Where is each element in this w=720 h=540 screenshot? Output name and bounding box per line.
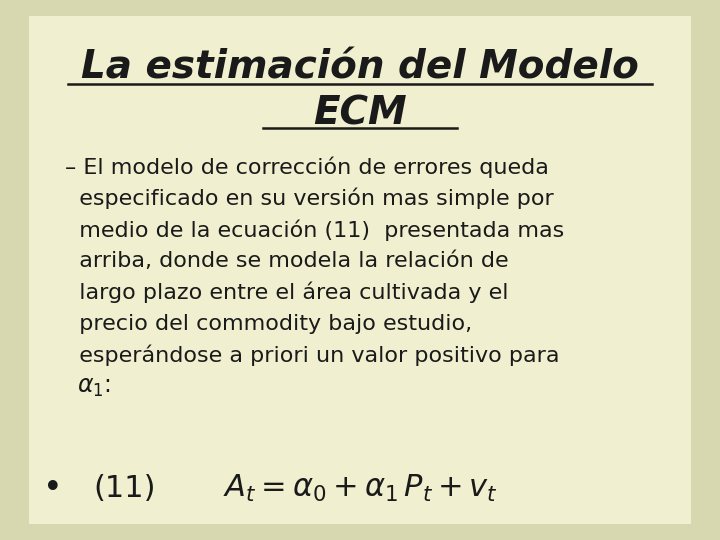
Text: ECM: ECM bbox=[313, 94, 407, 132]
Text: esperándose a priori un valor positivo para: esperándose a priori un valor positivo p… bbox=[65, 345, 559, 366]
Text: •: • bbox=[43, 472, 63, 505]
Text: – El modelo de corrección de errores queda: – El modelo de corrección de errores que… bbox=[65, 157, 549, 178]
Text: precio del commodity bajo estudio,: precio del commodity bajo estudio, bbox=[65, 314, 472, 334]
Text: La estimación del Modelo: La estimación del Modelo bbox=[81, 49, 639, 86]
Text: $A_t = \alpha_0 + \alpha_1\,P_t + v_t$: $A_t = \alpha_0 + \alpha_1\,P_t + v_t$ bbox=[223, 473, 498, 504]
Text: $\alpha_1$:: $\alpha_1$: bbox=[77, 375, 111, 399]
Text: (11): (11) bbox=[94, 474, 156, 503]
Text: largo plazo entre el área cultivada y el: largo plazo entre el área cultivada y el bbox=[65, 282, 508, 303]
Text: especificado en su versión mas simple por: especificado en su versión mas simple po… bbox=[65, 188, 554, 210]
Text: arriba, donde se modela la relación de: arriba, donde se modela la relación de bbox=[65, 251, 508, 272]
FancyBboxPatch shape bbox=[29, 16, 691, 524]
Text: medio de la ecuación (11)  presentada mas: medio de la ecuación (11) presentada mas bbox=[65, 219, 564, 241]
